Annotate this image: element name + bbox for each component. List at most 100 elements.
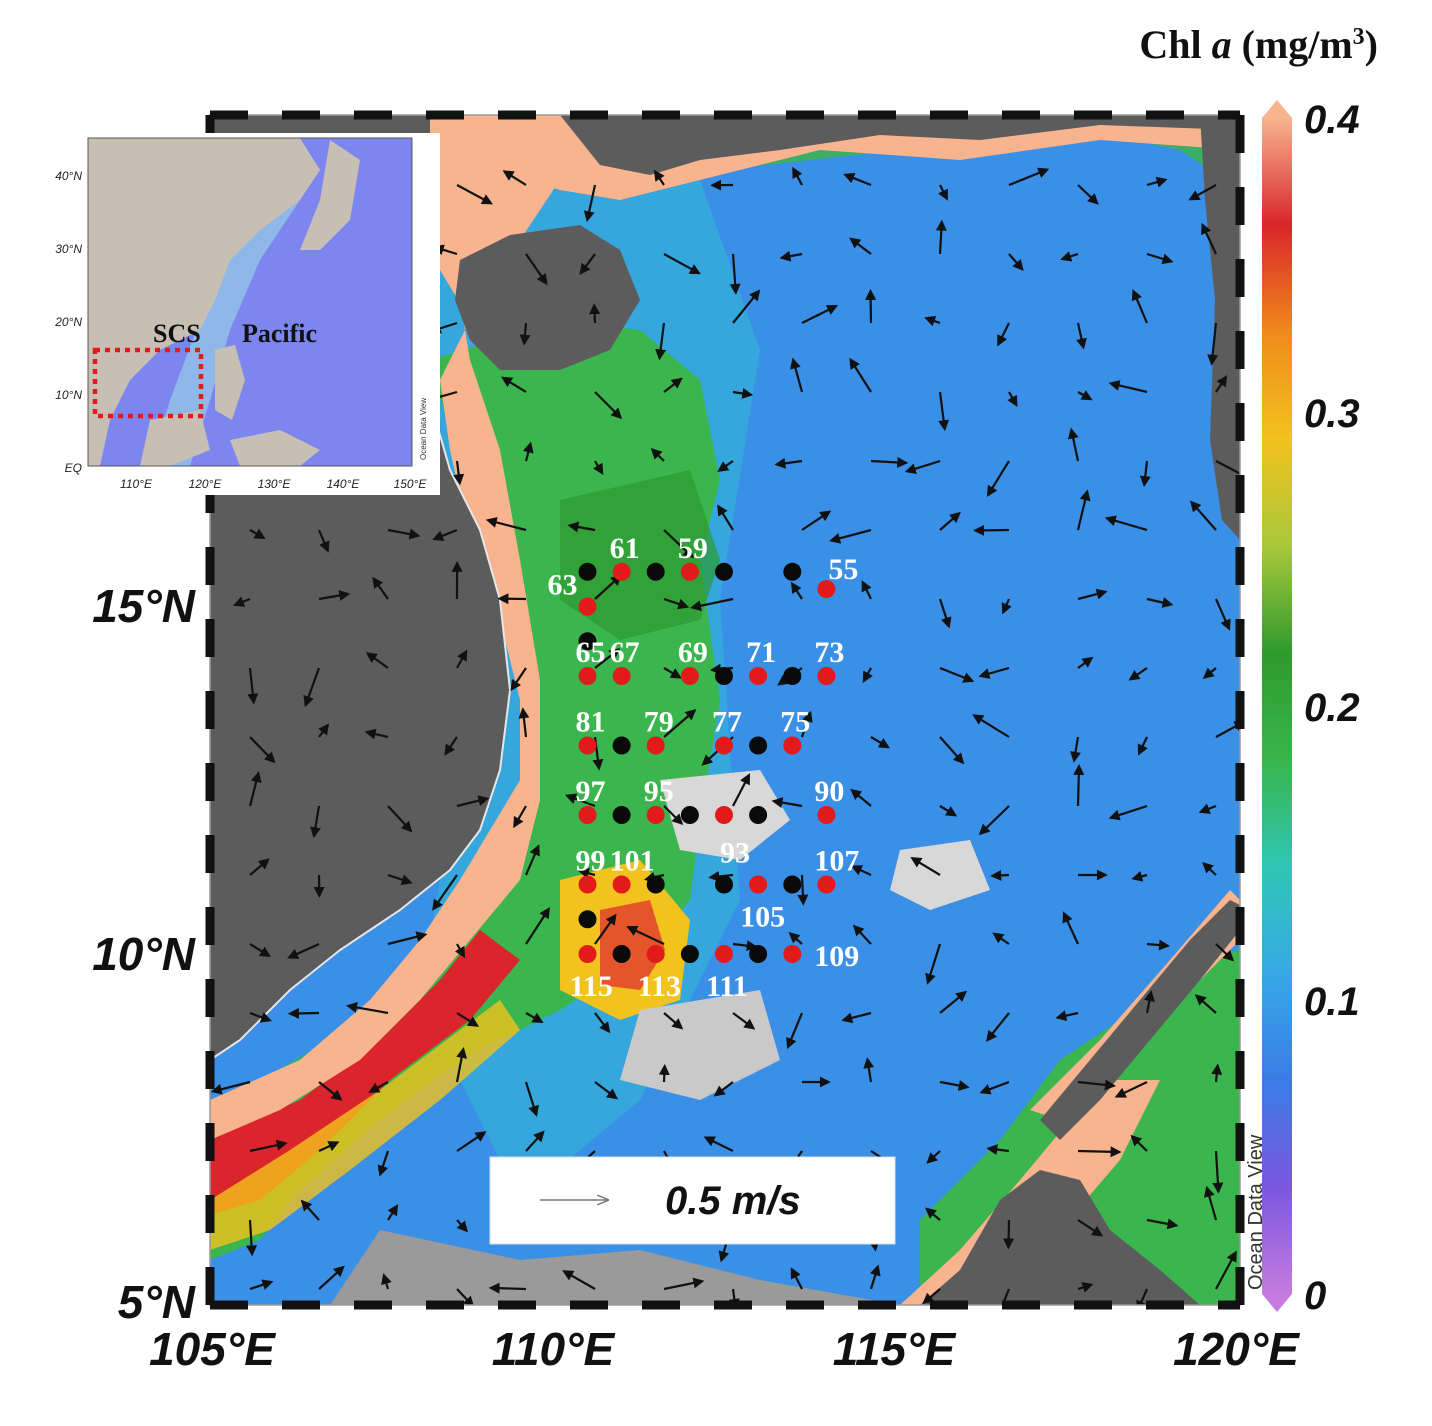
current-arrow	[387, 931, 428, 946]
station-marker	[783, 945, 802, 963]
station-marker	[578, 910, 597, 929]
current-arrow	[456, 1131, 487, 1152]
current-arrow	[663, 1277, 705, 1291]
station-marker	[817, 580, 836, 599]
inset-y-tick-20n: 20°N	[54, 315, 82, 329]
current-arrow	[453, 460, 465, 486]
station-marker	[817, 806, 836, 824]
current-arrow	[372, 576, 389, 600]
station-marker	[612, 562, 631, 581]
current-arrow	[938, 184, 948, 201]
current-arrow	[801, 305, 839, 324]
land-north-china	[560, 115, 1240, 175]
current-arrow	[779, 250, 803, 262]
current-arrow	[387, 805, 413, 833]
x-tick-115: 115°E	[833, 1323, 957, 1375]
current-arrow	[1077, 184, 1099, 205]
current-arrow	[1108, 380, 1148, 394]
current-arrow	[663, 597, 690, 610]
current-arrow	[510, 667, 527, 692]
current-arrow	[1201, 222, 1217, 255]
station-marker	[783, 875, 802, 894]
current-arrow	[210, 1080, 251, 1095]
current-arrow	[594, 913, 617, 945]
current-arrow	[978, 666, 1010, 679]
current-arrow	[1108, 804, 1148, 821]
station-label: 105	[740, 901, 785, 934]
current-arrow	[522, 441, 534, 462]
inset-x-tick-130e: 130°E	[258, 477, 292, 491]
current-arrow	[456, 1012, 480, 1027]
current-arrow	[978, 805, 1010, 836]
current-arrow	[249, 736, 276, 764]
current-arrow	[1060, 251, 1079, 262]
current-arrow	[485, 517, 527, 532]
study-area-box	[92, 347, 204, 419]
station-marker	[680, 806, 699, 824]
current-arrow	[1076, 489, 1091, 531]
current-arrow	[589, 303, 601, 324]
station-label: 79	[644, 706, 674, 739]
inset-y-tick-eq: EQ	[65, 461, 82, 475]
current-arrow	[870, 456, 909, 468]
current-arrow	[979, 1080, 1010, 1095]
current-arrow	[986, 460, 1010, 497]
station-marker	[680, 562, 699, 581]
current-arrow	[829, 528, 872, 544]
station-label: 97	[576, 775, 606, 808]
current-arrow	[1077, 390, 1093, 401]
inset-philippines	[215, 345, 245, 420]
current-arrow	[925, 943, 942, 985]
current-arrow	[1128, 667, 1148, 681]
current-arrow	[249, 943, 272, 958]
current-arrow	[519, 322, 531, 346]
current-arrow	[1062, 911, 1079, 945]
station-marker	[578, 736, 597, 755]
current-arrow	[865, 288, 877, 324]
current-arrow	[249, 528, 266, 539]
current-arrow	[771, 797, 803, 809]
land-philippines	[1200, 115, 1240, 540]
station-label: 73	[814, 636, 844, 669]
current-arrow	[922, 1288, 941, 1305]
current-arrow	[1215, 460, 1240, 481]
station-marker	[646, 945, 665, 963]
current-arrow	[594, 1012, 611, 1034]
current-arrow	[972, 714, 1010, 738]
current-arrow	[797, 874, 809, 906]
current-arrow	[318, 1081, 343, 1101]
station-label: 93	[720, 837, 750, 870]
map-panel	[210, 115, 1240, 1305]
current-arrow	[663, 667, 682, 679]
current-arrow	[432, 528, 458, 541]
current-arrow	[1104, 515, 1148, 532]
current-arrow	[997, 322, 1010, 347]
current-arrow	[938, 598, 952, 629]
legend-arrow-label: 0.5 m/s	[665, 1179, 801, 1223]
current-arrow	[800, 710, 813, 738]
station-marker	[646, 806, 665, 824]
current-arrow	[1077, 656, 1094, 669]
station-marker	[578, 945, 597, 963]
current-arrow	[456, 1219, 469, 1233]
current-arrow	[1204, 1185, 1218, 1221]
current-arrow	[246, 1219, 258, 1257]
current-arrow	[518, 707, 530, 738]
current-arrow	[1188, 184, 1217, 201]
current-arrow	[1073, 763, 1085, 807]
current-arrow	[1202, 667, 1217, 679]
station-marker	[749, 945, 768, 963]
inset-indonesia	[230, 430, 320, 466]
current-arrow	[303, 667, 321, 708]
station-marker	[646, 736, 665, 755]
station-label: 101	[610, 845, 655, 878]
current-arrow	[525, 1012, 544, 1023]
current-arrow	[1198, 803, 1217, 814]
current-arrow	[387, 1204, 399, 1221]
current-arrow	[564, 793, 596, 808]
inset-label-scs: SCS	[153, 319, 201, 348]
y-tick-5n: 5°N	[118, 1276, 196, 1328]
colorbar-tick-0.3: 0.3	[1304, 392, 1360, 436]
current-arrow	[287, 942, 320, 959]
inset-label-pacific: Pacific	[242, 319, 317, 348]
